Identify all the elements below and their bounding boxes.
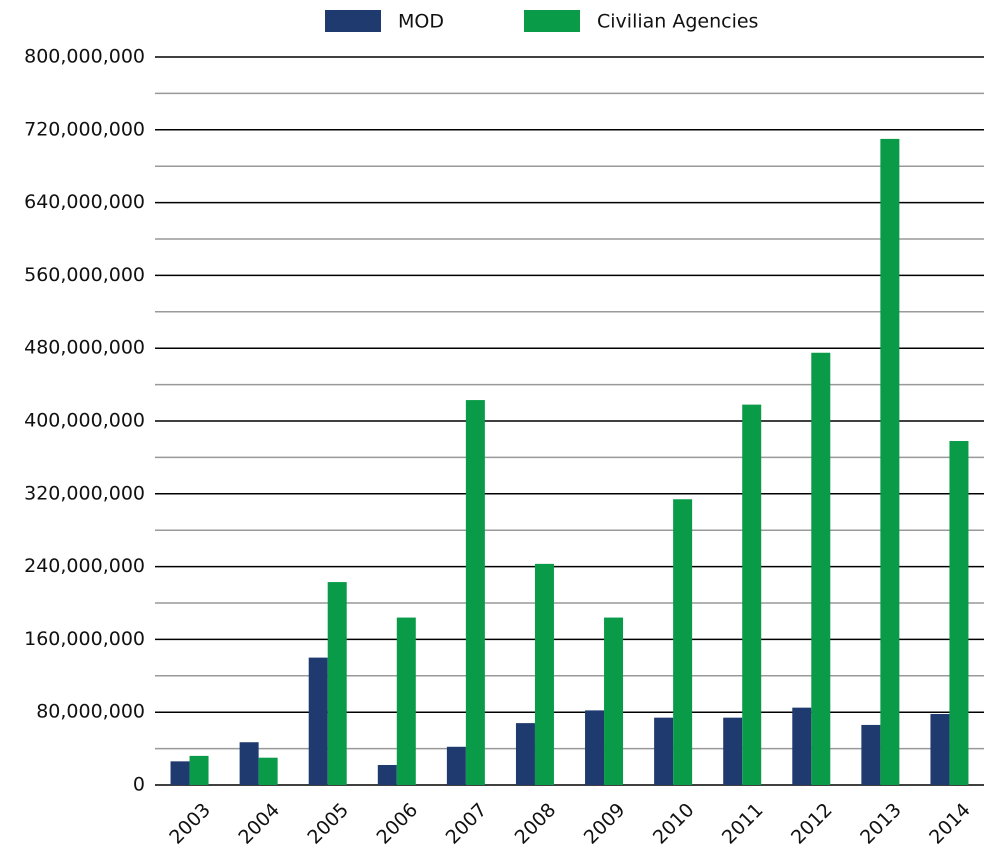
bar (930, 714, 950, 785)
y-tick-label: 720,000,000 (24, 118, 145, 140)
legend-label: Civilian Agencies (597, 11, 758, 33)
bar (327, 582, 347, 785)
y-tick-label: 240,000,000 (24, 555, 145, 577)
y-tick-label: 480,000,000 (24, 337, 145, 359)
x-tick-label: 2011 (718, 799, 768, 849)
x-tick-label: 2013 (856, 799, 906, 849)
x-tick-label: 2008 (511, 799, 561, 849)
x-tick-label: 2004 (234, 799, 284, 849)
bar (742, 404, 762, 785)
x-tick-label: 2007 (442, 799, 492, 849)
y-tick-label: 800,000,000 (24, 46, 145, 68)
bar (723, 717, 743, 785)
bar (189, 755, 209, 785)
x-tick-label: 2014 (925, 799, 975, 849)
x-tick-label: 2005 (303, 799, 353, 849)
bar (239, 742, 259, 785)
x-tick-label: 2009 (580, 799, 630, 849)
bar (258, 757, 278, 785)
x-tick-label: 2006 (372, 799, 422, 849)
x-tick-label: 2010 (649, 799, 699, 849)
x-tick-label: 2012 (787, 799, 837, 849)
bar (673, 499, 693, 785)
bar (377, 764, 397, 785)
bar (792, 707, 812, 785)
legend-swatch (325, 10, 381, 32)
legend-swatch (524, 10, 580, 32)
bar (861, 724, 881, 785)
bar (585, 710, 605, 785)
bar (880, 138, 900, 785)
y-tick-label: 80,000,000 (36, 701, 145, 723)
y-tick-label: 400,000,000 (24, 410, 145, 432)
bar (534, 563, 554, 785)
y-tick-label: 560,000,000 (24, 264, 145, 286)
x-tick-label: 2003 (165, 799, 215, 849)
legend-label: MOD (398, 11, 444, 33)
bar (465, 400, 485, 785)
bar (308, 657, 328, 785)
y-tick-label: 640,000,000 (24, 191, 145, 213)
bar (949, 441, 969, 785)
bar (604, 617, 624, 785)
bar (811, 352, 831, 785)
bar (396, 617, 416, 785)
y-tick-label: 320,000,000 (24, 482, 145, 504)
y-tick-label: 160,000,000 (24, 628, 145, 650)
bar (446, 746, 466, 785)
bar (170, 761, 190, 785)
bar (654, 717, 674, 785)
y-tick-label: 0 (133, 774, 145, 796)
bar (515, 723, 535, 785)
